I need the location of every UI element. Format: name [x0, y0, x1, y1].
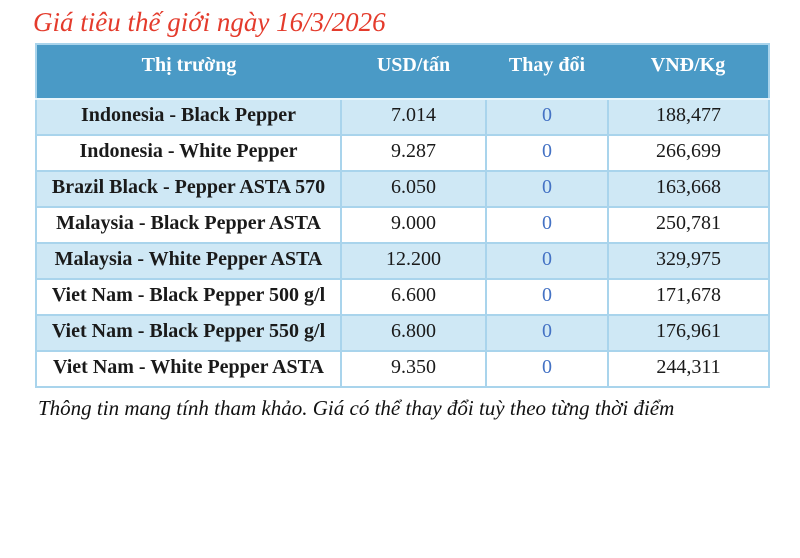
vnd-cell: 250,781 [607, 206, 770, 244]
change-cell: 0 [485, 314, 609, 352]
disclaimer-note: Thông tin mang tính tham khảo. Giá có th… [38, 396, 675, 420]
table-row: Indonesia - White Pepper 9.287 0 266,699 [35, 134, 770, 172]
usd-cell: 6.800 [340, 314, 487, 352]
column-header-vnd-per-kg: VNĐ/Kg [608, 44, 769, 100]
vnd-cell: 163,668 [607, 170, 770, 208]
usd-cell: 6.600 [340, 278, 487, 316]
market-cell: Viet Nam - Black Pepper 550 g/l [35, 314, 342, 352]
usd-cell: 9.287 [340, 134, 487, 172]
table-row: Brazil Black - Pepper ASTA 570 6.050 0 163,… [35, 170, 770, 208]
vnd-cell: 176,961 [607, 314, 770, 352]
table-row: Viet Nam - White Pepper ASTA 9.350 0 244,31… [35, 350, 770, 388]
change-cell: 0 [485, 170, 609, 208]
table-row: Malaysia - Black Pepper ASTA 9.000 0 250,78… [35, 206, 770, 244]
table-row: Malaysia - White Pepper ASTA 12.200 0 329,9… [35, 242, 770, 280]
usd-cell: 12.200 [340, 242, 487, 280]
page-title: Giá tiêu thế giới ngày 16/3/2026 [33, 7, 386, 37]
column-header-market: Thị trường [36, 44, 341, 100]
market-cell: Indonesia - White Pepper [35, 134, 342, 172]
table-row: Indonesia - Black Pepper 7.014 0 188,477 [35, 98, 770, 136]
header-row: Thị trường USD/tấn Thay đổi VNĐ/Kg [36, 44, 769, 100]
change-cell: 0 [485, 350, 609, 388]
change-cell: 0 [485, 278, 609, 316]
vnd-cell: 171,678 [607, 278, 770, 316]
price-table-body: Indonesia - Black Pepper 7.014 0 188,477 Ind… [35, 98, 770, 388]
change-cell: 0 [485, 98, 609, 136]
market-cell: Viet Nam - Black Pepper 500 g/l [35, 278, 342, 316]
vnd-cell: 244,311 [607, 350, 770, 388]
column-header-usd-per-ton: USD/tấn [341, 44, 486, 100]
market-cell: Viet Nam - White Pepper ASTA [35, 350, 342, 388]
price-table: Thị trường USD/tấn Thay đổi VNĐ/Kg Indon… [35, 43, 770, 388]
price-table-header: Thị trường USD/tấn Thay đổi VNĐ/Kg [36, 44, 769, 100]
change-cell: 0 [485, 242, 609, 280]
vnd-cell: 266,699 [607, 134, 770, 172]
vnd-cell: 188,477 [607, 98, 770, 136]
usd-cell: 7.014 [340, 98, 487, 136]
change-cell: 0 [485, 206, 609, 244]
vnd-cell: 329,975 [607, 242, 770, 280]
usd-cell: 6.050 [340, 170, 487, 208]
usd-cell: 9.350 [340, 350, 487, 388]
market-cell: Malaysia - Black Pepper ASTA [35, 206, 342, 244]
column-header-change: Thay đổi [486, 44, 608, 100]
market-cell: Brazil Black - Pepper ASTA 570 [35, 170, 342, 208]
table-row: Viet Nam - Black Pepper 550 g/l 6.800 0 176… [35, 314, 770, 352]
usd-cell: 9.000 [340, 206, 487, 244]
change-cell: 0 [485, 134, 609, 172]
market-cell: Malaysia - White Pepper ASTA [35, 242, 342, 280]
market-cell: Indonesia - Black Pepper [35, 98, 342, 136]
table-row: Viet Nam - Black Pepper 500 g/l 6.600 0 171… [35, 278, 770, 316]
